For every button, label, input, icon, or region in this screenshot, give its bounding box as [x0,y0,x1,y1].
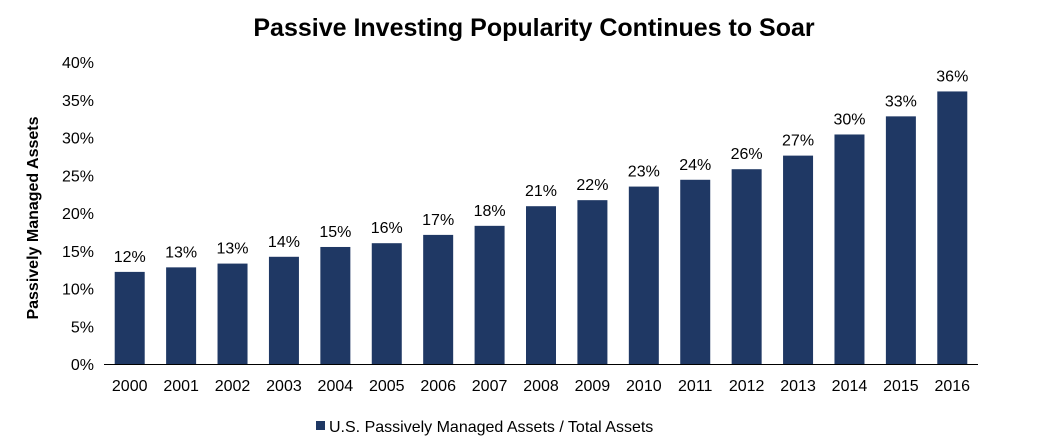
x-tick-label: 2007 [472,378,508,395]
data-label: 15% [319,224,351,241]
bar [320,246,351,364]
data-label: 17% [422,212,454,229]
y-tick-label: 10% [62,282,94,299]
data-label: 18% [474,203,506,220]
x-tick-label: 2001 [163,378,199,395]
x-axis-ticks: 2000 2001 2002 2003 2004 2005 2006 2007 2008 2009… [112,378,970,395]
data-label: 26% [731,146,763,163]
x-tick-label: 2003 [266,378,302,395]
x-tick-label: 2012 [729,378,765,395]
y-axis-label: Passively Managed Assets [25,116,42,319]
bar [217,263,248,364]
data-label: 33% [885,93,917,110]
bar [268,256,299,364]
y-tick-label: 40% [62,55,94,72]
data-label: 14% [268,234,300,251]
bar [474,225,505,364]
x-tick-label: 2016 [934,378,970,395]
x-tick-label: 2000 [112,378,148,395]
x-tick-label: 2002 [215,378,251,395]
y-tick-label: 5% [71,319,94,336]
data-label: 13% [217,241,249,258]
data-label: 22% [576,177,608,194]
bar [526,206,556,364]
bar [937,91,968,364]
data-label: 27% [782,133,814,150]
x-tick-label: 2004 [318,378,354,395]
x-tick-label: 2014 [832,378,868,395]
data-labels: 12% 13% 13% 14% 15% 16% 17% 18% 21% 22% 23% 24% 26% 2… [114,68,969,265]
bar [114,271,145,364]
bar [834,134,865,364]
y-tick-label: 15% [62,244,94,261]
legend-swatch [316,421,325,430]
y-tick-label: 0% [71,357,94,374]
x-tick-label: 2015 [883,378,919,395]
bar [423,234,454,364]
data-label: 21% [525,183,557,200]
data-label: 23% [628,164,660,181]
data-label: 12% [114,249,146,266]
bar [628,186,659,364]
data-label: 30% [833,111,865,128]
x-tick-label: 2013 [780,378,816,395]
y-tick-label: 35% [62,93,94,110]
bar [371,243,402,364]
chart-title: Passive Investing Popularity Continues t… [253,14,815,42]
legend-label: U.S. Passively Managed Assets / Total As… [329,419,653,436]
bar [166,267,197,364]
data-label: 13% [165,244,197,261]
x-tick-label: 2009 [575,378,611,395]
y-tick-label: 25% [62,168,94,185]
bar [885,116,916,364]
x-tick-label: 2006 [420,378,456,395]
y-tick-label: 30% [62,131,94,148]
bars [114,91,968,364]
data-label: 24% [679,157,711,174]
data-label: 16% [371,220,403,237]
legend: U.S. Passively Managed Assets / Total As… [316,419,653,436]
y-axis-ticks: 0% 5% 10% 15% 20% 25% 30% 35% 40% [62,55,94,374]
bar [680,179,711,364]
x-tick-label: 2005 [369,378,405,395]
x-tick-label: 2010 [626,378,662,395]
data-label: 36% [936,68,968,85]
bar [731,169,762,364]
bar [577,200,608,364]
x-tick-label: 2011 [678,378,713,395]
x-tick-label: 2008 [523,378,559,395]
bar [783,155,814,364]
y-tick-label: 20% [62,206,94,223]
